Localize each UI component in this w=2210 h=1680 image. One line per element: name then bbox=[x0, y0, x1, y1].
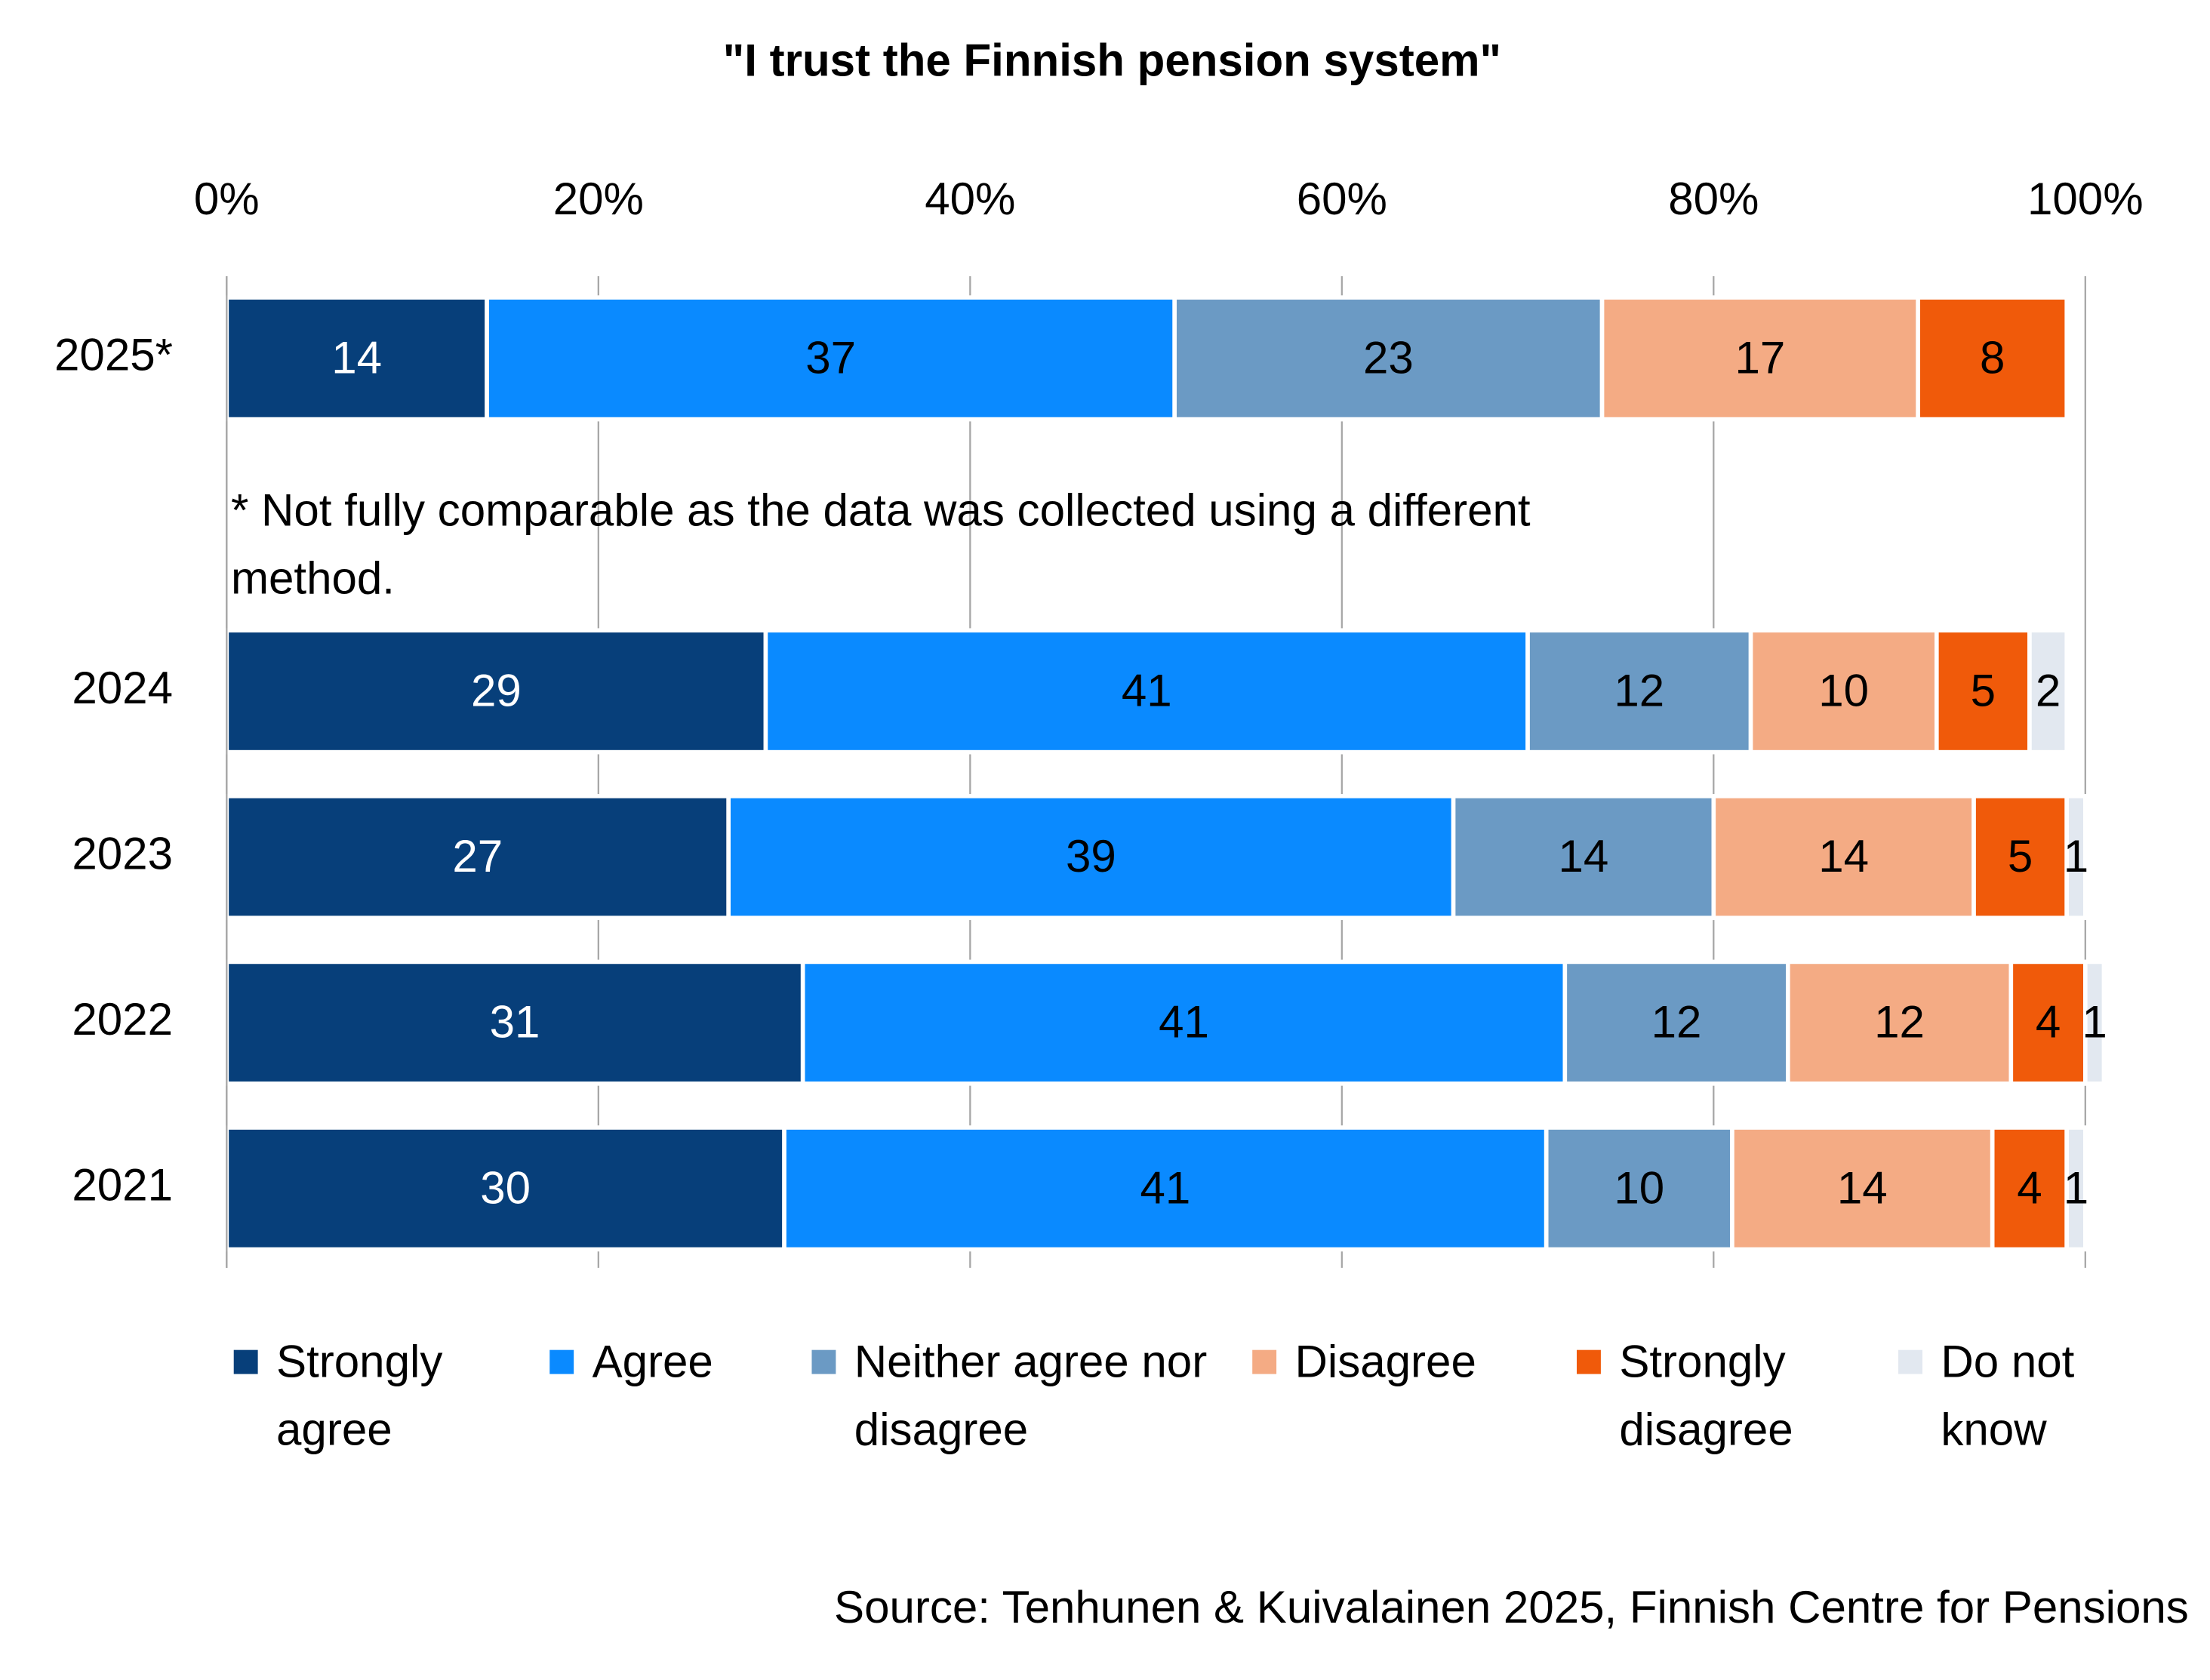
legend-swatch bbox=[1898, 1349, 1922, 1374]
annotation: * Not fully comparable as the data was c… bbox=[230, 484, 1531, 604]
bar-segment bbox=[726, 794, 1456, 921]
bar-segment bbox=[1748, 628, 1939, 755]
legend-label: Neither agree nor disagree bbox=[854, 1335, 1208, 1455]
legend-swatch bbox=[811, 1349, 836, 1374]
bar-segment bbox=[1730, 1125, 1995, 1252]
bar-segment bbox=[1451, 794, 1716, 921]
legend-swatch bbox=[549, 1349, 574, 1374]
bar-segment bbox=[2064, 794, 2088, 921]
x-tick-label: 80% bbox=[1668, 174, 1759, 224]
data-label: 14 bbox=[1559, 831, 1609, 882]
data-label: 10 bbox=[1614, 1162, 1664, 1213]
legend-label-box: Disagree bbox=[1294, 1335, 1476, 1387]
legend-label: Strongly agree bbox=[276, 1335, 443, 1455]
data-label: 29 bbox=[471, 666, 522, 716]
data-label: 8 bbox=[1980, 332, 2005, 383]
data-label: 5 bbox=[1971, 666, 1996, 716]
legend-label: Agree bbox=[592, 1335, 713, 1387]
legend-label-box: Agree bbox=[592, 1335, 713, 1387]
bar-segment bbox=[1525, 628, 1753, 755]
data-label: 41 bbox=[1122, 666, 1172, 716]
y-tick-label: 2021 bbox=[72, 1160, 173, 1211]
legend-label: Disagree bbox=[1294, 1335, 1476, 1387]
legend-label: Do not know bbox=[1941, 1335, 2075, 1455]
data-label: 10 bbox=[1818, 666, 1869, 716]
x-tick-label: 40% bbox=[925, 174, 1015, 224]
bar-segment bbox=[224, 628, 768, 755]
legend-label-box: Strongly disagree bbox=[1619, 1335, 1793, 1455]
source: Source: Tenhunen & Kuivalainen 2025, Fin… bbox=[834, 1582, 2189, 1632]
bar-segment bbox=[1599, 295, 1921, 422]
chart-title: "I trust the Finnish pension system" bbox=[723, 35, 1501, 85]
x-tick-label: 20% bbox=[553, 174, 644, 224]
data-label: 12 bbox=[1614, 666, 1664, 716]
legend-label: Strongly disagree bbox=[1619, 1335, 1793, 1455]
data-label: 30 bbox=[480, 1162, 531, 1213]
data-label: 31 bbox=[490, 997, 540, 1048]
bar-segment bbox=[1934, 628, 2032, 755]
data-label: 27 bbox=[452, 831, 503, 882]
data-label: 37 bbox=[805, 332, 856, 383]
data-label: 1 bbox=[2064, 1162, 2088, 1213]
legend-label-box: Neither agree nor disagree bbox=[854, 1335, 1208, 1455]
bar-segment bbox=[2027, 628, 2070, 755]
data-label: 12 bbox=[1874, 997, 1925, 1048]
data-label: 14 bbox=[1837, 1162, 1888, 1213]
y-tick-label: 2024 bbox=[72, 663, 173, 713]
bar-segment bbox=[1990, 1125, 2070, 1252]
y-tick-label: 2025* bbox=[54, 330, 173, 380]
data-label: 14 bbox=[331, 332, 382, 383]
data-label: 14 bbox=[1818, 831, 1869, 882]
annotation-box: * Not fully comparable as the data was c… bbox=[230, 484, 1531, 604]
data-label: 4 bbox=[2017, 1162, 2042, 1213]
bar-segment bbox=[224, 1125, 786, 1252]
y-tick-label: 2022 bbox=[72, 994, 173, 1045]
x-tick-label: 0% bbox=[194, 174, 260, 224]
data-label: 1 bbox=[2064, 831, 2088, 882]
bar-segment bbox=[1916, 295, 2070, 422]
bar-segment bbox=[224, 959, 805, 1086]
data-label: 39 bbox=[1066, 831, 1116, 882]
bar-segment bbox=[2064, 1125, 2088, 1252]
legend-label-box: Do not know bbox=[1941, 1335, 2075, 1455]
bar-segment bbox=[1544, 1125, 1734, 1252]
y-tick-label: 2023 bbox=[72, 828, 173, 878]
x-tick-label: 60% bbox=[1297, 174, 1387, 224]
bar-segment bbox=[224, 794, 731, 921]
data-label: 41 bbox=[1159, 997, 1209, 1048]
legend-swatch bbox=[1577, 1349, 1601, 1374]
data-label: 12 bbox=[1651, 997, 1702, 1048]
data-label: 1 bbox=[2082, 997, 2107, 1048]
data-label: 2 bbox=[2036, 666, 2061, 716]
data-label: 17 bbox=[1734, 332, 1785, 383]
data-label: 23 bbox=[1363, 332, 1414, 383]
bar-segment bbox=[224, 295, 489, 422]
legend-label-box: Strongly agree bbox=[276, 1335, 443, 1455]
legend-swatch bbox=[233, 1349, 258, 1374]
bar-segment bbox=[763, 628, 1530, 755]
data-label: 41 bbox=[1140, 1162, 1190, 1213]
legend-swatch bbox=[1252, 1349, 1277, 1374]
x-tick-label: 100% bbox=[2027, 174, 2144, 224]
data-label: 4 bbox=[2036, 997, 2061, 1048]
bar-segment bbox=[2082, 959, 2107, 1086]
data-label: 5 bbox=[2008, 831, 2033, 882]
